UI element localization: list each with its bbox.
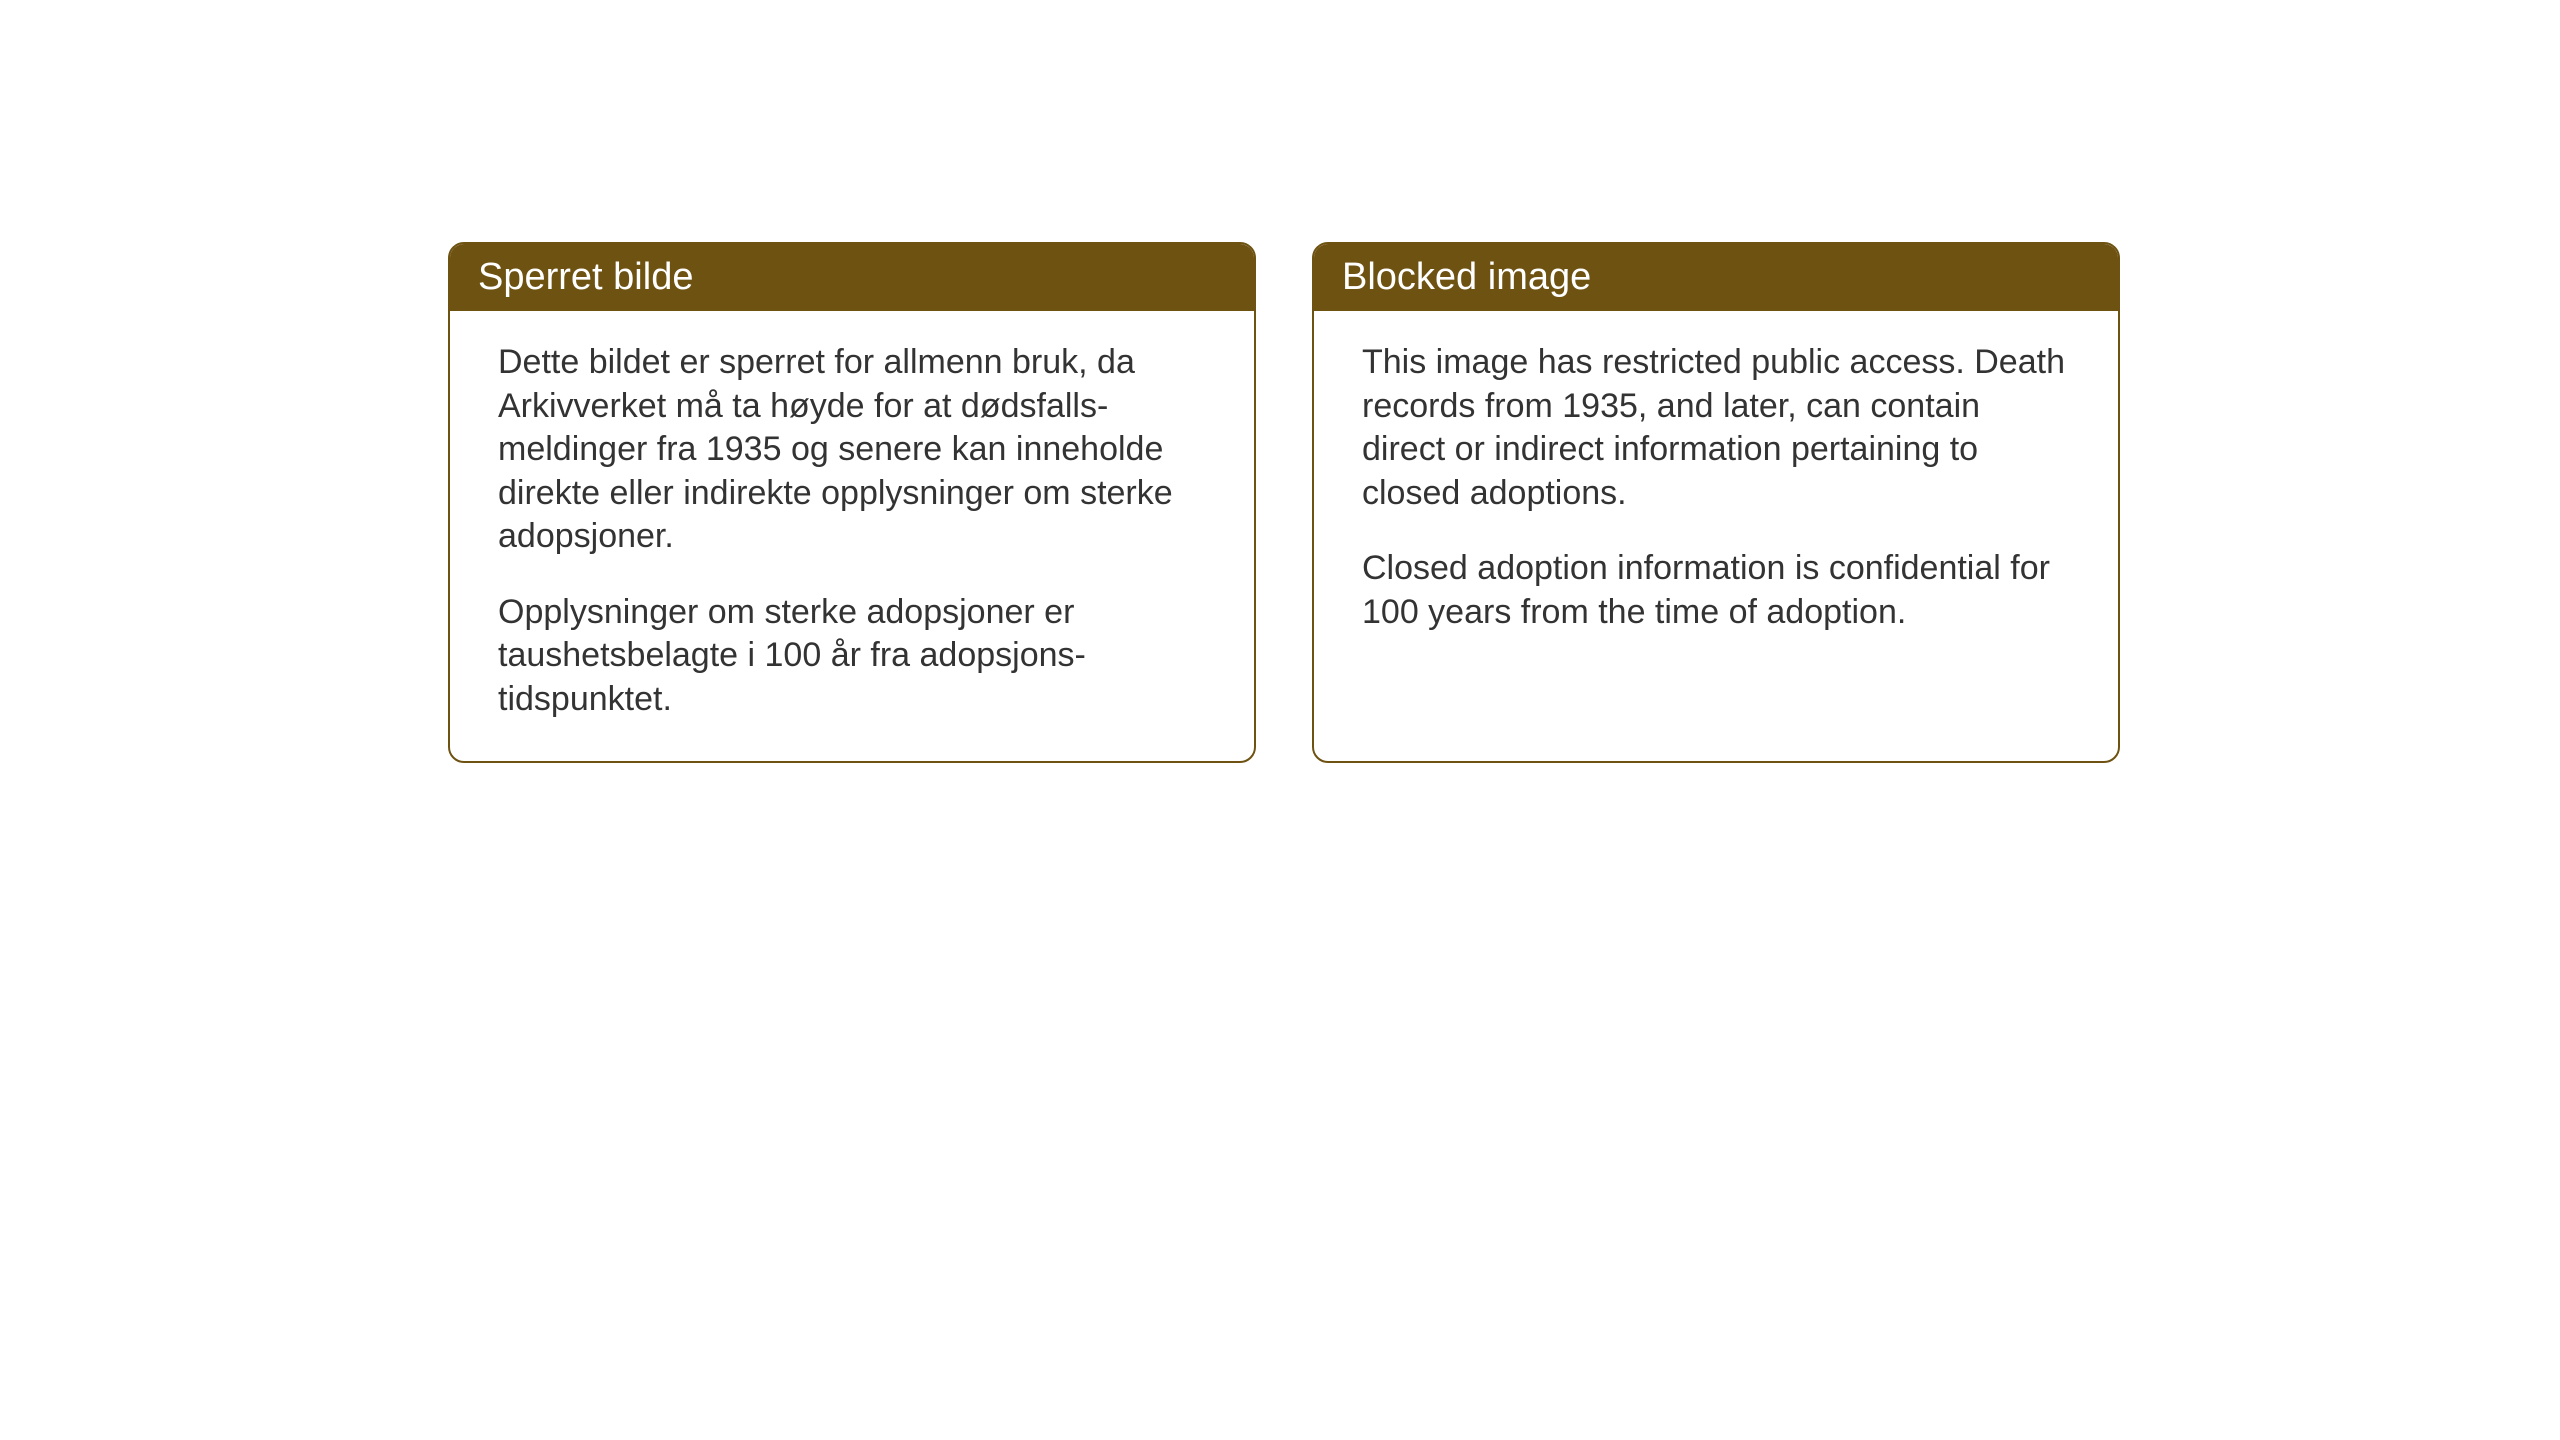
card-english-title: Blocked image [1342, 256, 1591, 298]
card-english: Blocked image This image has restricted … [1312, 242, 2120, 763]
card-english-paragraph-2: Closed adoption information is confident… [1362, 547, 2070, 634]
card-norwegian: Sperret bilde Dette bildet er sperret fo… [448, 242, 1256, 763]
card-norwegian-paragraph-2: Opplysninger om sterke adopsjoner er tau… [498, 591, 1206, 722]
card-norwegian-header: Sperret bilde [450, 244, 1254, 311]
card-english-header: Blocked image [1314, 244, 2118, 311]
card-norwegian-body: Dette bildet er sperret for allmenn bruk… [450, 311, 1254, 761]
card-norwegian-paragraph-1: Dette bildet er sperret for allmenn bruk… [498, 341, 1206, 559]
card-norwegian-title: Sperret bilde [478, 256, 693, 298]
card-english-paragraph-1: This image has restricted public access.… [1362, 341, 2070, 515]
card-english-body: This image has restricted public access.… [1314, 311, 2118, 674]
cards-container: Sperret bilde Dette bildet er sperret fo… [448, 242, 2120, 763]
